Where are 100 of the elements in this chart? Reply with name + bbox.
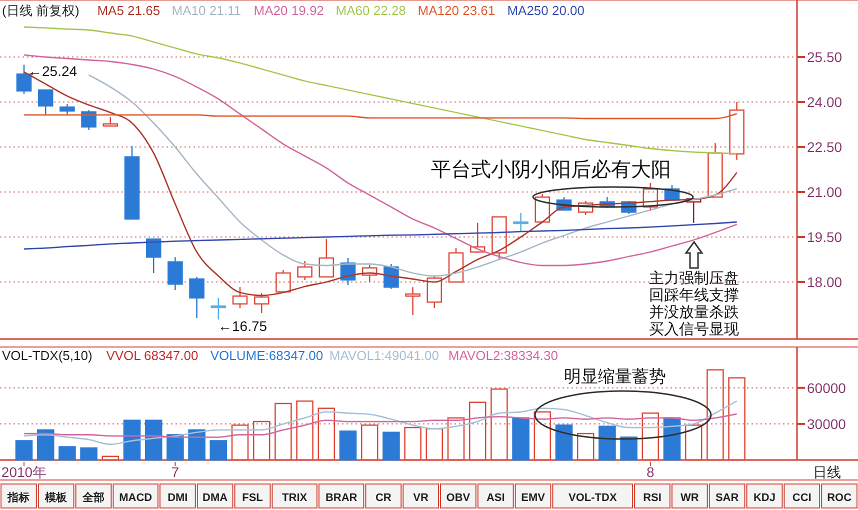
annotation: 并没放量杀跌	[649, 304, 739, 321]
bar	[534, 411, 552, 461]
annotation: 明显缩量蓄势	[564, 367, 666, 386]
text: MA120 23.61	[418, 3, 496, 18]
candlestick	[513, 212, 528, 233]
line-series	[23, 413, 738, 438]
bar	[339, 430, 357, 461]
y-tick-label: 60000	[807, 380, 846, 396]
text: VOLUME:68347.00	[210, 348, 324, 363]
x-tick-label: 7	[171, 464, 180, 480]
bar	[58, 446, 76, 461]
bar	[188, 429, 206, 461]
bar	[447, 417, 465, 461]
text: MAVOL2:38334.30	[448, 348, 558, 363]
bar	[102, 456, 120, 461]
bar	[36, 429, 54, 461]
bar	[210, 440, 228, 461]
line-series	[23, 54, 738, 266]
bar	[144, 420, 162, 461]
text: CCI	[792, 492, 812, 504]
text: MA60 22.28	[336, 3, 406, 18]
bar	[728, 377, 746, 461]
candlestick	[729, 101, 744, 161]
bar	[252, 420, 270, 461]
y-tick-label: 30000	[807, 416, 846, 432]
text: 模板	[44, 491, 68, 504]
bar	[706, 369, 724, 461]
candlestick	[210, 297, 226, 320]
annotation: 主力强制压盘	[649, 270, 739, 287]
chart-title: VOL-TDX(5,10)	[2, 348, 92, 363]
text: WR	[680, 492, 699, 504]
text: 全部	[82, 491, 105, 504]
bar	[318, 408, 336, 461]
annotation: ←25.24	[28, 63, 78, 79]
bar	[296, 400, 314, 461]
bar	[576, 432, 594, 461]
text: MAVOL1:49041.00	[329, 348, 440, 363]
candlestick	[384, 263, 399, 290]
bar	[15, 440, 33, 461]
y-tick-label: 22.50	[807, 139, 842, 155]
bar	[382, 432, 400, 461]
bar	[80, 447, 98, 461]
text: CR	[375, 492, 392, 504]
text: ROC	[827, 492, 852, 504]
bar	[684, 424, 702, 461]
text: DMI	[168, 492, 188, 504]
text: MA250 20.00	[507, 3, 585, 18]
text: 指标	[6, 491, 30, 504]
bar	[166, 434, 184, 461]
line-series	[23, 26, 738, 154]
bar	[598, 426, 616, 461]
bar	[274, 402, 292, 461]
annotation: 买入信号显现	[649, 321, 739, 338]
candlestick	[81, 109, 96, 131]
annotation: ←16.75	[218, 318, 268, 334]
y-tick-label: 21.00	[807, 184, 842, 200]
candlestick	[405, 286, 420, 316]
text: OBV	[446, 492, 471, 504]
y-tick-label: 25.50	[807, 49, 842, 65]
text: DMA	[202, 492, 228, 504]
candlestick	[146, 238, 162, 274]
y-tick-label: 24.00	[807, 94, 842, 110]
text: TRIX	[282, 492, 308, 504]
candlestick	[189, 276, 204, 319]
text: EMV	[521, 492, 546, 504]
annotation: 回踩年线支撑	[649, 287, 739, 304]
x-axis-title: 日线	[813, 464, 841, 480]
x-tick-label: 2010年	[1, 464, 47, 480]
bar	[231, 424, 249, 461]
x-tick-label: 8	[646, 464, 654, 480]
bar	[490, 388, 508, 461]
text: FSL	[242, 492, 264, 504]
candlestick	[38, 89, 54, 116]
bar	[426, 428, 444, 461]
text: KDJ	[753, 492, 776, 504]
text: VR	[413, 492, 429, 504]
bar	[620, 436, 638, 461]
text: ASI	[486, 492, 505, 504]
bar	[468, 402, 486, 461]
bar	[642, 412, 660, 461]
text: MACD	[119, 492, 152, 504]
text: RSI	[643, 492, 662, 504]
bar	[360, 424, 378, 461]
bar	[512, 417, 530, 461]
chart-title: (日线 前复权)	[2, 3, 80, 18]
text: SAR	[715, 492, 739, 504]
text: BRAR	[325, 492, 358, 504]
annotation: 平台式小阴小阳后必有大阳	[431, 159, 671, 181]
candlestick	[16, 64, 32, 95]
text: MA10 21.11	[172, 3, 241, 18]
bar	[123, 420, 141, 461]
text: MA5 21.65	[97, 3, 160, 18]
text: MA20 19.92	[254, 3, 324, 18]
candlestick	[168, 256, 183, 291]
bar	[404, 426, 422, 461]
text: VOL-TDX	[568, 492, 618, 504]
line-series	[23, 400, 738, 446]
y-tick-label: 19.50	[807, 229, 842, 245]
bar	[555, 424, 573, 461]
y-tick-label: 18.00	[807, 274, 842, 290]
